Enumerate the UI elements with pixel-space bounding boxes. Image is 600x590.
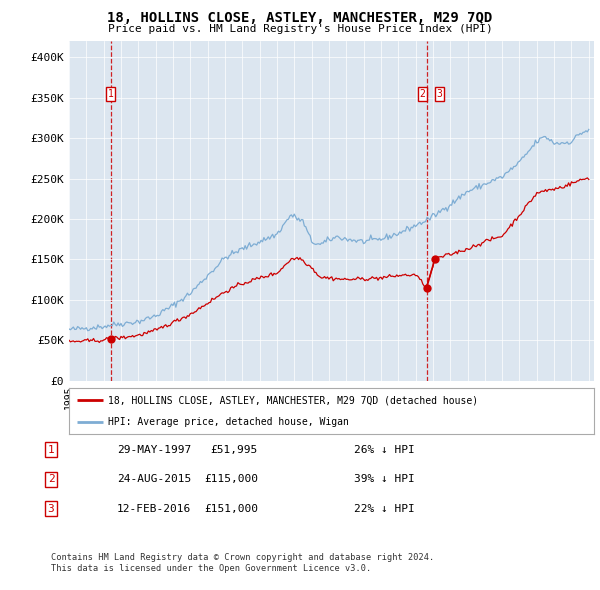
Text: This data is licensed under the Open Government Licence v3.0.: This data is licensed under the Open Gov… (51, 565, 371, 573)
Text: 22% ↓ HPI: 22% ↓ HPI (354, 504, 415, 513)
Text: HPI: Average price, detached house, Wigan: HPI: Average price, detached house, Wiga… (109, 417, 349, 427)
Text: 18, HOLLINS CLOSE, ASTLEY, MANCHESTER, M29 7QD: 18, HOLLINS CLOSE, ASTLEY, MANCHESTER, M… (107, 11, 493, 25)
Text: 3: 3 (436, 89, 442, 99)
Text: Price paid vs. HM Land Registry's House Price Index (HPI): Price paid vs. HM Land Registry's House … (107, 24, 493, 34)
Text: 12-FEB-2016: 12-FEB-2016 (117, 504, 191, 513)
Text: 2: 2 (419, 89, 425, 99)
Text: 1: 1 (108, 89, 113, 99)
Text: 1: 1 (47, 445, 55, 454)
Text: 29-MAY-1997: 29-MAY-1997 (117, 445, 191, 454)
Text: 2: 2 (47, 474, 55, 484)
Text: Contains HM Land Registry data © Crown copyright and database right 2024.: Contains HM Land Registry data © Crown c… (51, 553, 434, 562)
Text: £51,995: £51,995 (211, 445, 258, 454)
Text: 26% ↓ HPI: 26% ↓ HPI (354, 445, 415, 454)
Text: £115,000: £115,000 (204, 474, 258, 484)
Text: 3: 3 (47, 504, 55, 513)
Text: 39% ↓ HPI: 39% ↓ HPI (354, 474, 415, 484)
Text: 18, HOLLINS CLOSE, ASTLEY, MANCHESTER, M29 7QD (detached house): 18, HOLLINS CLOSE, ASTLEY, MANCHESTER, M… (109, 395, 479, 405)
Text: £151,000: £151,000 (204, 504, 258, 513)
Text: 24-AUG-2015: 24-AUG-2015 (117, 474, 191, 484)
